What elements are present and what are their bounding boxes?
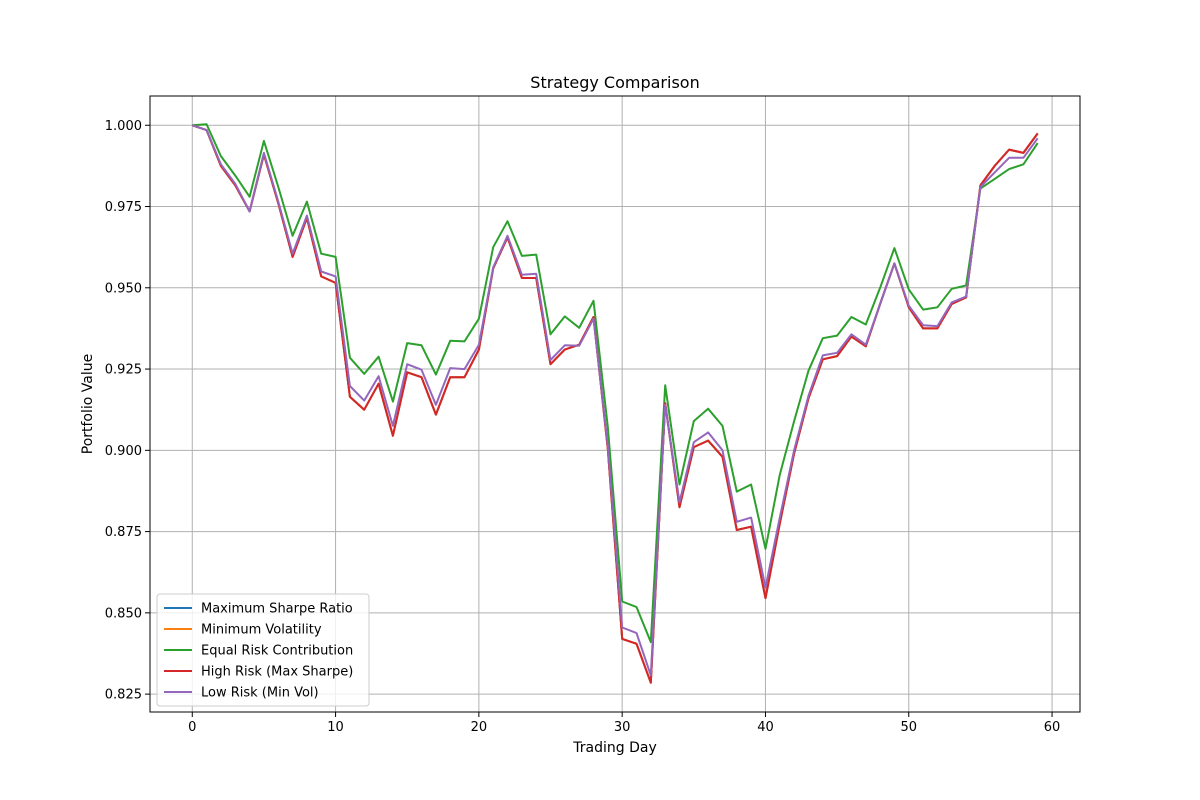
legend-label-maximum-sharpe-ratio: Maximum Sharpe Ratio (201, 602, 353, 617)
chart-title: Strategy Comparison (530, 73, 699, 92)
legend-label-minimum-volatility: Minimum Volatility (201, 623, 322, 638)
legend: Maximum Sharpe Ratio Minimum Volatility Eq… (156, 593, 370, 707)
series-line-equal-risk-contribution (192, 123, 1039, 644)
legend-label-high-risk-max-sharpe: High Risk (Max Sharpe) (201, 665, 353, 680)
x-tick-label: 0 (188, 720, 196, 735)
y-tick-label: 1.000 (105, 119, 142, 134)
y-tick-label: 0.825 (105, 688, 142, 703)
x-axis-label: Trading Day (572, 740, 656, 756)
y-tick-label: 0.975 (105, 200, 142, 215)
legend-box (156, 593, 370, 707)
grid (150, 96, 1080, 712)
axis-ticks: 0 10 20 30 40 50 60 0.825 0.850 0.875 0.900 0.925 0.… (105, 119, 1061, 735)
y-tick-label: 0.850 (105, 606, 142, 621)
series-line-low-risk-min-vol (191, 124, 1039, 677)
series-lines (191, 123, 1039, 684)
y-tick-label: 0.900 (105, 444, 142, 459)
x-tick-label: 40 (757, 720, 774, 735)
x-tick-label: 50 (900, 720, 917, 735)
x-tick-label: 20 (471, 720, 488, 735)
x-tick-label: 30 (614, 720, 631, 735)
y-tick-label: 0.950 (105, 281, 142, 296)
y-tick-label: 0.925 (105, 363, 142, 378)
x-tick-label: 60 (1044, 720, 1061, 735)
y-axis-label: Portfolio Value (80, 354, 96, 455)
plot-frame (149, 95, 1081, 713)
x-tick-label: 10 (327, 720, 344, 735)
legend-label-equal-risk-contribution: Equal Risk Contribution (201, 644, 353, 659)
y-tick-label: 0.875 (105, 525, 142, 540)
legend-label-low-risk-min-vol: Low Risk (Min Vol) (201, 686, 319, 701)
